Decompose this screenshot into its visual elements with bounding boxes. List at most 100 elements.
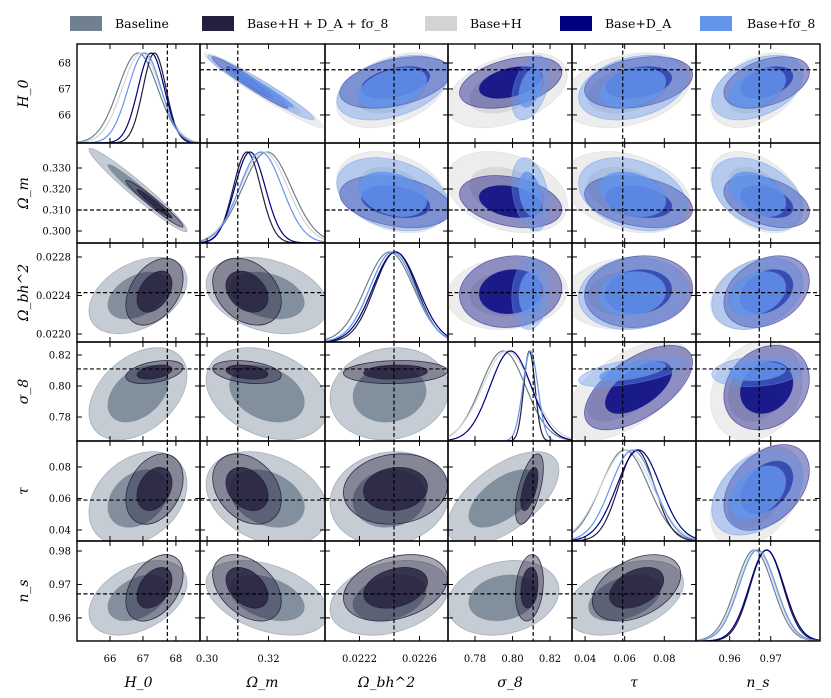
contour-68 [357,67,428,108]
y-tick-label: 0.310 [42,206,71,217]
posterior-curve [696,549,820,641]
legend-swatch [700,16,732,31]
panel-3-0 [76,341,201,442]
posterior-curve [77,52,200,143]
panel-4-0 [76,440,201,542]
x-axis-label: H_0 [123,675,152,691]
contour-68 [599,361,667,382]
y-tick-label: 0.0220 [36,330,71,341]
x-tick-label: 0.80 [501,654,523,665]
posterior-curve [448,350,572,441]
y-tick-label: 0.320 [42,185,71,196]
y-tick-label: 0.330 [42,164,71,175]
y-tick-label: 67 [58,84,71,95]
panel-5-4 [571,540,697,642]
y-tick-label: 0.82 [49,351,71,362]
panel-1-5 [695,142,821,244]
contour-68 [357,171,428,218]
panel-4-4 [571,440,697,542]
x-axis-label: Ω_bh^2 [357,675,415,691]
panel-3-2 [324,341,449,442]
posterior-curve [77,52,200,143]
contour-68 [729,271,787,316]
panel-0-4 [571,43,697,144]
legend-entry: Base+fσ_8 [700,16,815,31]
posterior-curve [448,350,572,441]
posterior-curve [325,251,448,341]
y-tick-label: 0.98 [49,547,71,558]
panel-3-3 [447,341,573,442]
contour-68 [729,67,787,108]
posterior-curve [696,549,820,641]
legend-label: Base+H + D_A + fσ_8 [247,16,388,31]
x-tick-label: 0.04 [574,654,596,665]
legend-label: Baseline [115,16,169,31]
panel-4-5 [695,440,821,542]
x-axis-label: τ [630,675,638,691]
contour-68 [609,567,665,609]
posterior-curve [77,52,200,143]
x-tick-label: 0.82 [539,654,561,665]
legend-swatch [70,16,102,31]
panel-0-2 [324,43,449,144]
y-tick-label: 0.96 [49,613,71,624]
panel-4-3 [447,440,573,542]
posterior-curve [696,549,820,641]
contour-68 [729,465,787,519]
x-tick-label: 0.96 [719,654,741,665]
x-tick-label: 0.08 [653,654,675,665]
contour-68 [136,188,173,219]
legend-label: Base+H [470,16,522,31]
x-tick-label: 68 [170,654,183,665]
panel-0-3 [447,43,573,144]
panel-4-1 [199,440,326,542]
y-tick-label: 0.06 [49,494,71,505]
x-tick-label: 67 [137,654,150,665]
contour-68 [599,271,667,316]
panel-4-2 [324,440,449,542]
posterior-curve [696,549,820,641]
legend-label: Base+D_A [605,16,672,31]
posterior-curve [448,350,572,441]
panel-0-1 [199,43,326,144]
x-tick-label: 0.32 [257,654,279,665]
contour-68 [599,171,667,218]
x-tick-label: 0.0222 [342,654,377,665]
y-tick-label: 0.0228 [36,252,71,263]
contour-68 [518,67,543,108]
contour-68 [225,567,269,609]
contour-68 [363,567,428,609]
panel-5-1 [199,540,326,642]
panel-1-3 [447,142,573,244]
panel-0-0 [76,43,201,144]
panel-2-4 [571,242,697,343]
panel-2-2 [324,242,449,343]
legend-swatch [560,16,592,31]
contour-68 [520,567,539,609]
posterior-curve [448,350,572,439]
panels [76,43,821,642]
y-tick-label: 68 [58,58,71,69]
panel-5-3 [447,540,573,642]
posterior-curve [325,251,448,342]
y-tick-label: 0.08 [49,462,71,473]
contour-68 [227,67,294,108]
contour-68 [518,271,543,316]
x-tick-label: 0.30 [196,654,218,665]
y-axis-label: H_0 [16,79,32,108]
panel-3-1 [199,341,326,442]
axis-labels: 66 67 68 66 67 68 H_0 H_0 0.30 0.32 0.300 0.310 0.32… [16,58,782,691]
posterior-curve [572,449,696,541]
panel-2-0 [76,242,201,343]
legend: Baseline Base+H + D_A + fσ_8 Base+H Base+D_… [70,16,815,31]
posterior-curve [572,449,696,541]
contour-68 [518,171,543,218]
posterior-curve [200,151,325,243]
x-tick-label: 0.0226 [402,654,437,665]
y-tick-label: 0.78 [49,412,71,423]
legend-entry: Baseline [70,16,169,31]
posterior-curve [696,549,820,641]
x-axis-label: σ_8 [497,675,523,691]
panel-1-2 [324,142,449,244]
